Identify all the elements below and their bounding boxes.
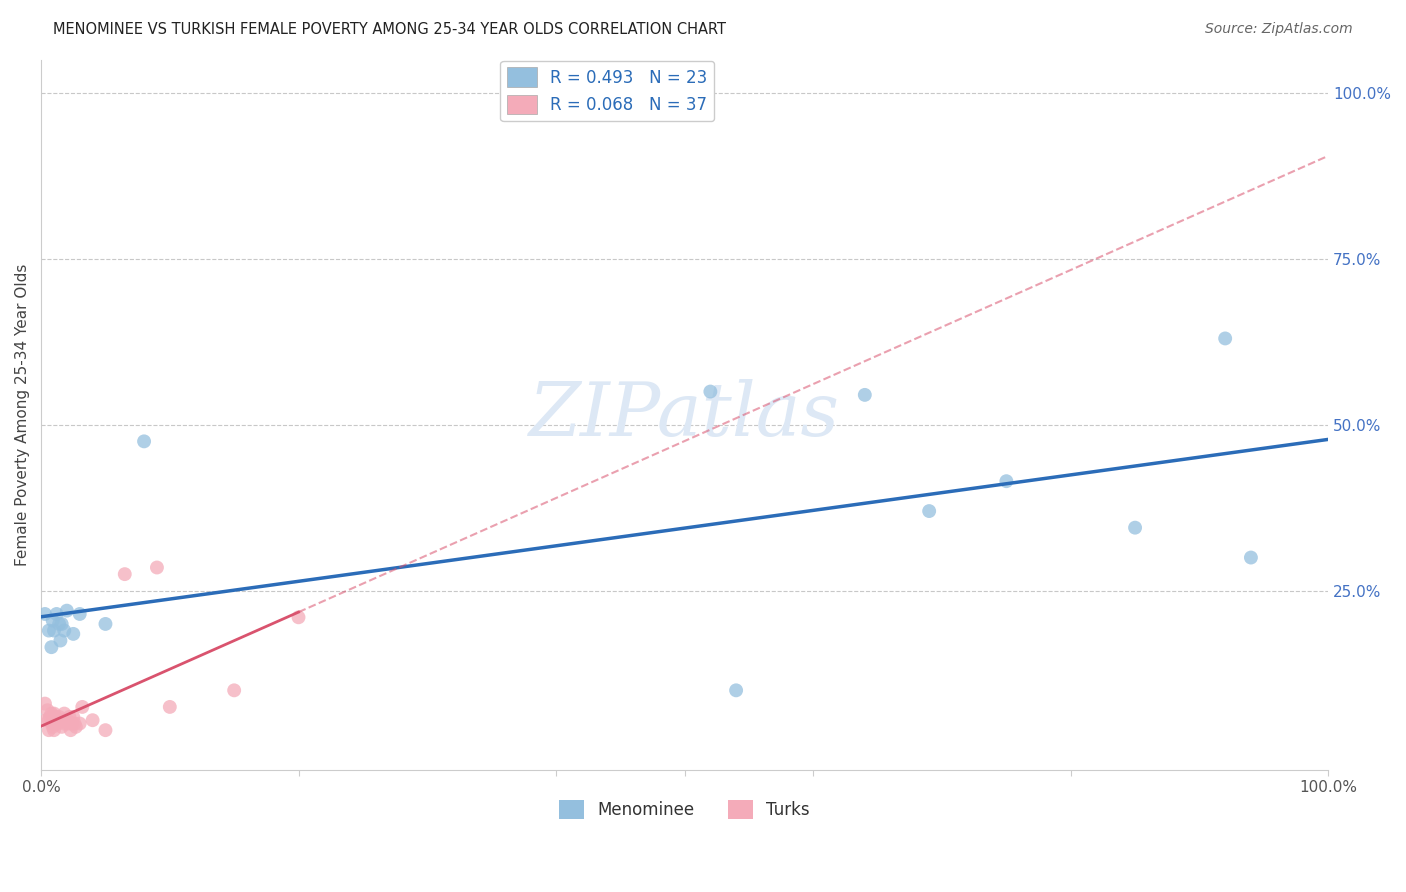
Point xyxy=(114,567,136,582)
Point xyxy=(58,710,80,724)
Point xyxy=(37,703,59,717)
Point xyxy=(51,720,73,734)
Point xyxy=(42,723,65,738)
Point xyxy=(38,723,60,738)
Point xyxy=(65,720,87,734)
Point xyxy=(82,713,104,727)
Point xyxy=(853,388,876,402)
Point xyxy=(725,683,748,698)
Point xyxy=(995,474,1018,488)
Legend: Menominee, Turks: Menominee, Turks xyxy=(553,793,817,826)
Point xyxy=(39,710,62,724)
Point xyxy=(48,616,70,631)
Point xyxy=(53,706,76,721)
Point xyxy=(62,627,84,641)
Point xyxy=(59,723,82,738)
Point xyxy=(41,720,63,734)
Point xyxy=(60,716,83,731)
Point xyxy=(146,560,169,574)
Point xyxy=(38,624,60,638)
Point xyxy=(34,607,56,621)
Point xyxy=(699,384,721,399)
Point xyxy=(38,713,60,727)
Point xyxy=(52,713,75,727)
Point xyxy=(34,697,56,711)
Point xyxy=(51,616,73,631)
Point xyxy=(35,713,58,727)
Point xyxy=(94,616,117,631)
Point xyxy=(69,607,91,621)
Point xyxy=(46,716,69,731)
Point xyxy=(45,713,67,727)
Point xyxy=(41,614,63,628)
Point xyxy=(159,700,181,714)
Point xyxy=(53,716,76,731)
Point xyxy=(1240,550,1263,565)
Text: MENOMINEE VS TURKISH FEMALE POVERTY AMONG 25-34 YEAR OLDS CORRELATION CHART: MENOMINEE VS TURKISH FEMALE POVERTY AMON… xyxy=(53,22,727,37)
Point xyxy=(56,716,79,731)
Point xyxy=(41,706,63,721)
Point xyxy=(69,716,91,731)
Point xyxy=(132,434,155,449)
Text: ZIPatlas: ZIPatlas xyxy=(529,378,841,451)
Point xyxy=(63,716,86,731)
Text: Source: ZipAtlas.com: Source: ZipAtlas.com xyxy=(1205,22,1353,37)
Point xyxy=(41,640,63,655)
Point xyxy=(49,713,72,727)
Y-axis label: Female Poverty Among 25-34 Year Olds: Female Poverty Among 25-34 Year Olds xyxy=(15,264,30,566)
Point xyxy=(44,710,66,724)
Point xyxy=(72,700,94,714)
Point xyxy=(56,604,79,618)
Point xyxy=(49,633,72,648)
Point xyxy=(1123,521,1146,535)
Point xyxy=(918,504,941,518)
Point xyxy=(224,683,246,698)
Point xyxy=(1213,331,1236,345)
Point xyxy=(48,710,70,724)
Point xyxy=(62,710,84,724)
Point xyxy=(42,624,65,638)
Point xyxy=(287,610,309,624)
Point xyxy=(56,713,79,727)
Point xyxy=(45,607,67,621)
Point xyxy=(42,706,65,721)
Point xyxy=(94,723,117,738)
Point xyxy=(53,624,76,638)
Point xyxy=(41,716,63,731)
